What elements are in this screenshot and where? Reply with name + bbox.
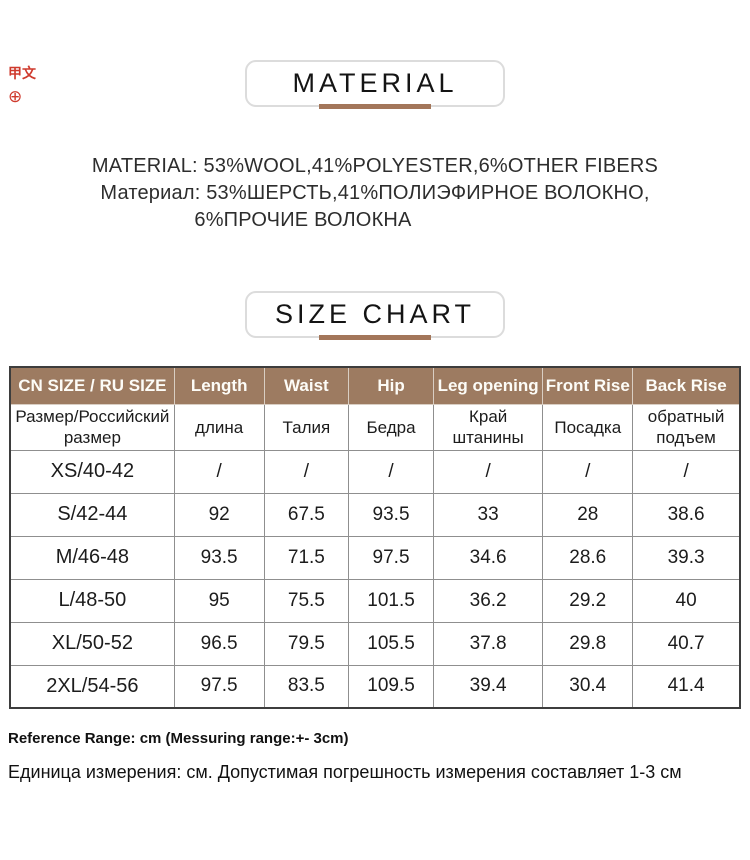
material-text-block: MATERIAL: 53%WOOL,41%POLYESTER,6%OTHER F… bbox=[0, 153, 750, 234]
header-cell-ru: Посадка bbox=[542, 403, 634, 451]
table-cell: 96.5 bbox=[173, 621, 265, 666]
table-cell: 29.2 bbox=[542, 578, 634, 623]
material-line-en: MATERIAL: 53%WOOL,41%POLYESTER,6%OTHER F… bbox=[91, 155, 659, 177]
table-cell: / bbox=[263, 449, 350, 494]
table-row: M/46-48 93.5 71.5 97.5 34.6 28.6 39.3 bbox=[9, 535, 741, 580]
table-cell: / bbox=[348, 449, 434, 494]
header-cell: Hip bbox=[348, 366, 434, 405]
translate-circle-icon[interactable]: ⊕ bbox=[8, 87, 23, 106]
material-line-ru2: 6%ПРОЧИЕ ВОЛОКНА bbox=[194, 209, 412, 231]
header-cell: Waist bbox=[263, 366, 350, 405]
header-cell-ru: Край штанины bbox=[432, 403, 544, 451]
table-cell: 101.5 bbox=[348, 578, 434, 623]
header-cell: Front Rise bbox=[542, 366, 634, 405]
table-cell: / bbox=[542, 449, 634, 494]
table-cell: 79.5 bbox=[263, 621, 350, 666]
table-cell-size: 2XL/54-56 bbox=[9, 664, 175, 709]
reference-note-ru: Единица измерения: см. Допустимая погреш… bbox=[8, 762, 682, 782]
size-chart-banner: SIZE CHART bbox=[245, 291, 505, 340]
table-row: CN SIZE / RU SIZE Length Waist Hip Leg openi… bbox=[9, 366, 741, 405]
table-cell: / bbox=[173, 449, 265, 494]
table-cell: / bbox=[632, 449, 741, 494]
table-cell: 93.5 bbox=[173, 535, 265, 580]
material-accent-bar bbox=[319, 104, 431, 109]
size-chart-header: CN SIZE / RU SIZE Length Waist Hip Leg openi… bbox=[9, 366, 741, 451]
table-cell: 105.5 bbox=[348, 621, 434, 666]
translate-marks: 甲文 ⊕ bbox=[8, 66, 36, 105]
table-cell: 75.5 bbox=[263, 578, 350, 623]
table-cell-size: XL/50-52 bbox=[9, 621, 175, 666]
table-cell: 95 bbox=[173, 578, 265, 623]
header-cell: Length bbox=[173, 366, 265, 405]
table-cell: 97.5 bbox=[173, 664, 265, 709]
table-cell: 93.5 bbox=[348, 492, 434, 537]
table-cell: 39.4 bbox=[432, 664, 544, 709]
table-cell: 83.5 bbox=[263, 664, 350, 709]
size-chart-table: CN SIZE / RU SIZE Length Waist Hip Leg openi… bbox=[9, 366, 741, 709]
header-cell-ru: Талия bbox=[263, 403, 350, 451]
table-cell: 28 bbox=[542, 492, 634, 537]
header-cell-ru: длина bbox=[173, 403, 265, 451]
table-row: 2XL/54-56 97.5 83.5 109.5 39.4 30.4 41.4 bbox=[9, 664, 741, 709]
material-line-ru: Материал: 53%ШЕРСТЬ,41%ПОЛИЭФИРНОЕ ВОЛОК… bbox=[100, 182, 650, 204]
table-cell: 28.6 bbox=[542, 535, 634, 580]
translate-text-icon[interactable]: 甲文 bbox=[8, 65, 36, 81]
size-chart-banner-title: SIZE CHART bbox=[245, 291, 505, 338]
table-cell: 39.3 bbox=[632, 535, 741, 580]
size-chart-body: XS/40-42// / / / / S/42-44 92 67.5 93.5 33 28 38.6 M… bbox=[9, 449, 741, 709]
table-cell: 40 bbox=[632, 578, 741, 623]
header-cell: CN SIZE / RU SIZE bbox=[9, 366, 175, 405]
table-cell: / bbox=[432, 449, 544, 494]
header-cell-ru: обратный подъем bbox=[632, 403, 741, 451]
table-cell: 71.5 bbox=[263, 535, 350, 580]
table-cell-size: M/46-48 bbox=[9, 535, 175, 580]
table-cell: 109.5 bbox=[348, 664, 434, 709]
table-cell: 30.4 bbox=[542, 664, 634, 709]
material-banner-title: MATERIAL bbox=[245, 60, 505, 107]
size-chart-accent-bar bbox=[319, 335, 431, 340]
table-cell: 40.7 bbox=[632, 621, 741, 666]
table-cell-size: XS/40-42 bbox=[9, 449, 175, 494]
table-cell: 41.4 bbox=[632, 664, 741, 709]
table-cell: 34.6 bbox=[432, 535, 544, 580]
header-cell-ru: Бедра bbox=[348, 403, 434, 451]
header-cell: Leg opening bbox=[432, 366, 544, 405]
table-cell: 38.6 bbox=[632, 492, 741, 537]
header-cell-ru: Размер/Российский размер bbox=[9, 403, 175, 451]
table-row: S/42-44 92 67.5 93.5 33 28 38.6 bbox=[9, 492, 741, 537]
table-cell: 92 bbox=[173, 492, 265, 537]
table-cell-size: L/48-50 bbox=[9, 578, 175, 623]
reference-note-en: Reference Range: cm (Messuring range:+- … bbox=[8, 730, 349, 747]
table-row: L/48-50 95 75.5 101.5 36.2 29.2 40 bbox=[9, 578, 741, 623]
table-row: Размер/Российский размер длина Талия Бедра К… bbox=[9, 403, 741, 451]
header-cell: Back Rise bbox=[632, 366, 741, 405]
table-cell: 36.2 bbox=[432, 578, 544, 623]
table-row: XS/40-42// / / / / bbox=[9, 449, 741, 494]
table-cell: 37.8 bbox=[432, 621, 544, 666]
table-cell: 67.5 bbox=[263, 492, 350, 537]
material-banner: MATERIAL bbox=[245, 60, 505, 109]
table-cell: 33 bbox=[432, 492, 544, 537]
table-row: XL/50-52 96.5 79.5 105.5 37.8 29.8 40.7 bbox=[9, 621, 741, 666]
table-cell-size: S/42-44 bbox=[9, 492, 175, 537]
table-cell: 29.8 bbox=[542, 621, 634, 666]
table-cell: 97.5 bbox=[348, 535, 434, 580]
